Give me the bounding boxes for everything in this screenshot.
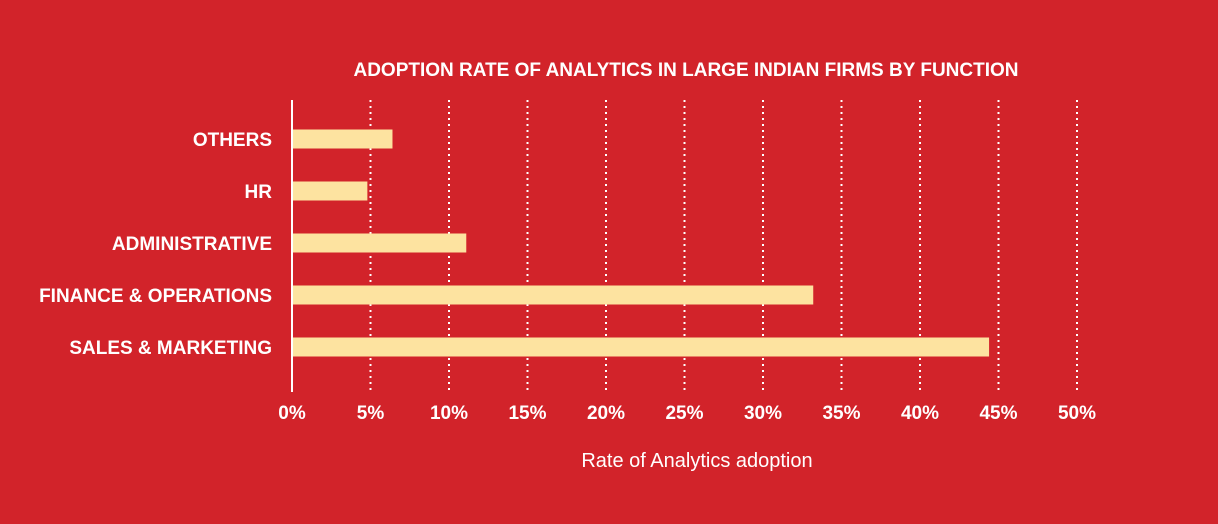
bars <box>292 129 990 357</box>
chart-title: ADOPTION RATE OF ANALYTICS IN LARGE INDI… <box>353 60 1018 81</box>
category-label: FINANCE & OPERATIONS <box>39 286 272 307</box>
category-label: OTHERS <box>193 130 272 151</box>
x-tick-label: 40% <box>901 403 939 424</box>
category-labels: OTHERS HR ADMINISTRATIVE FINANCE & OPERATIO… <box>39 130 272 359</box>
x-tick-label: 5% <box>357 403 385 424</box>
x-tick-label: 45% <box>979 403 1017 424</box>
x-tick-label: 35% <box>822 403 860 424</box>
category-label: ADMINISTRATIVE <box>112 234 272 255</box>
bar <box>292 129 393 149</box>
x-tick-label: 0% <box>278 403 306 424</box>
bar <box>292 337 990 357</box>
x-tick-label: 25% <box>665 403 703 424</box>
bar <box>292 233 467 253</box>
x-tick-label: 15% <box>508 403 546 424</box>
category-label: HR <box>245 182 273 203</box>
x-axis-title: Rate of Analytics adoption <box>581 450 812 472</box>
category-label: SALES & MARKETING <box>69 338 272 359</box>
bar <box>292 181 368 201</box>
bar <box>292 285 814 305</box>
x-tick-label: 10% <box>430 403 468 424</box>
x-tick-label: 30% <box>744 403 782 424</box>
x-tick-label: 20% <box>587 403 625 424</box>
x-tick-labels: 0% 5% 10% 15% 20% 25% 30% 35% 40% 45% 50% <box>278 403 1096 424</box>
x-tick-label: 50% <box>1058 403 1096 424</box>
